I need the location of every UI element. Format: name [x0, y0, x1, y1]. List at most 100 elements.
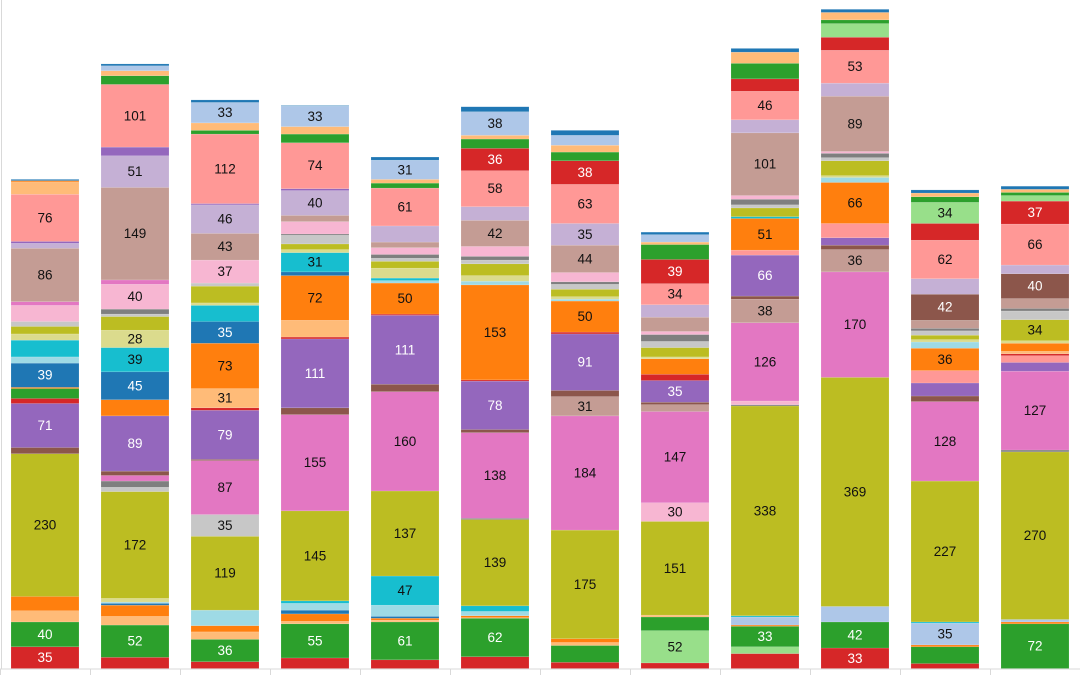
segment-value-label: 42	[847, 627, 862, 642]
bar-segment	[1000, 298, 1070, 309]
bar-segment	[820, 36, 890, 51]
segment-value-label: 46	[757, 98, 772, 113]
bar-segment	[730, 119, 800, 134]
segment-value-label: 39	[127, 352, 142, 367]
segment-value-label: 86	[37, 267, 52, 282]
bar-segment	[10, 403, 80, 448]
segment-value-label: 33	[847, 651, 862, 666]
bar-segment	[1000, 621, 1070, 625]
segment-value-label: 30	[667, 505, 682, 520]
bar-segment	[100, 487, 170, 492]
bar-segment	[730, 646, 800, 654]
bar-segment	[910, 370, 980, 384]
bar-segment	[820, 160, 890, 176]
bar-segment	[460, 280, 530, 286]
bar-segment	[100, 604, 170, 617]
bar-segment	[370, 280, 440, 284]
bar-segment	[370, 277, 440, 281]
bar-segment	[280, 233, 350, 236]
bar-segment	[370, 604, 440, 617]
bar-segment	[10, 447, 80, 454]
bar-segment	[280, 657, 350, 669]
bar-segment	[100, 63, 170, 67]
bar-segment	[370, 282, 440, 315]
segment-value-label: 111	[395, 342, 416, 357]
segment-value-label: 160	[394, 434, 417, 449]
bar-segment	[280, 613, 350, 622]
bar-segment	[370, 257, 440, 262]
bar-segment	[910, 644, 980, 648]
bar-segment	[460, 615, 530, 618]
segment-value-label: 35	[217, 325, 232, 340]
bar-segment	[280, 600, 350, 604]
segment-value-label: 36	[937, 352, 952, 367]
bar-segment	[370, 156, 440, 161]
bar-segment	[10, 388, 80, 399]
segment-value-label: 73	[217, 358, 232, 373]
bar-segment	[730, 195, 800, 200]
bar-segment	[190, 460, 260, 515]
segment-value-label: 36	[487, 152, 502, 167]
bar-segment	[100, 616, 170, 626]
bar-segment	[190, 282, 260, 287]
bar-segment	[190, 233, 260, 261]
bar-segment	[730, 405, 800, 616]
bar-segment	[460, 611, 530, 616]
bar-segment	[640, 234, 710, 243]
bar-segment	[550, 415, 620, 531]
bar-segment	[550, 272, 620, 283]
bar-segment	[280, 414, 350, 512]
bar-segment	[730, 90, 800, 121]
bar-segment	[100, 415, 170, 472]
segment-value-label: 43	[217, 239, 232, 254]
bar-segment	[10, 356, 80, 364]
bar-segment	[190, 410, 260, 460]
bar-segment	[100, 308, 170, 315]
bar-segment	[190, 625, 260, 633]
bar-segment	[640, 374, 710, 381]
bar-segment	[640, 630, 710, 664]
segment-value-label: 78	[487, 398, 502, 413]
segment-value-label: 72	[1027, 639, 1042, 654]
bar-segment	[370, 179, 440, 184]
segment-value-label: 369	[844, 484, 867, 499]
bar-segment	[100, 316, 170, 331]
bar-segment	[460, 138, 530, 149]
bar-segment	[100, 329, 170, 348]
segment-value-label: 138	[484, 468, 507, 483]
bar-3: 36 119 35 87 79 31 73 35 37 43 46 112 33	[190, 99, 260, 669]
bar-9: 33 338 126 38 66 51 101 46	[730, 48, 800, 669]
bar-5: 61 47 137 160 111 50 61 31	[370, 156, 440, 669]
segment-value-label: 35	[937, 627, 952, 642]
bar-segment	[730, 198, 800, 206]
bar-segment	[100, 70, 170, 76]
segment-value-label: 45	[127, 378, 142, 393]
segment-value-label: 175	[574, 577, 597, 592]
bar-segment	[640, 244, 710, 260]
segment-value-label: 46	[217, 212, 232, 227]
bar-segment	[100, 480, 170, 488]
segment-value-label: 35	[667, 384, 682, 399]
bar-segment	[550, 331, 620, 335]
bar-segment	[910, 401, 980, 482]
bar-segment	[370, 247, 440, 255]
bar-segment	[460, 259, 530, 265]
bar-segment	[820, 19, 890, 24]
bar-segment	[370, 490, 440, 577]
bar-segment	[460, 170, 530, 207]
bar-segment	[10, 453, 80, 597]
bar-segment	[190, 536, 260, 611]
bar-segment	[100, 146, 170, 157]
segment-value-label: 52	[127, 634, 142, 649]
bar-segment	[1000, 351, 1070, 355]
bar-segment	[640, 521, 710, 616]
bar-segment	[820, 23, 890, 38]
bar-segment	[910, 382, 980, 397]
bar-segment	[460, 617, 530, 657]
bar-segment	[640, 316, 710, 332]
bar-segment	[100, 470, 170, 476]
segment-value-label: 38	[487, 116, 502, 131]
bar-segment	[460, 518, 530, 520]
segment-value-label: 34	[937, 205, 953, 220]
segment-value-label: 31	[397, 162, 412, 177]
